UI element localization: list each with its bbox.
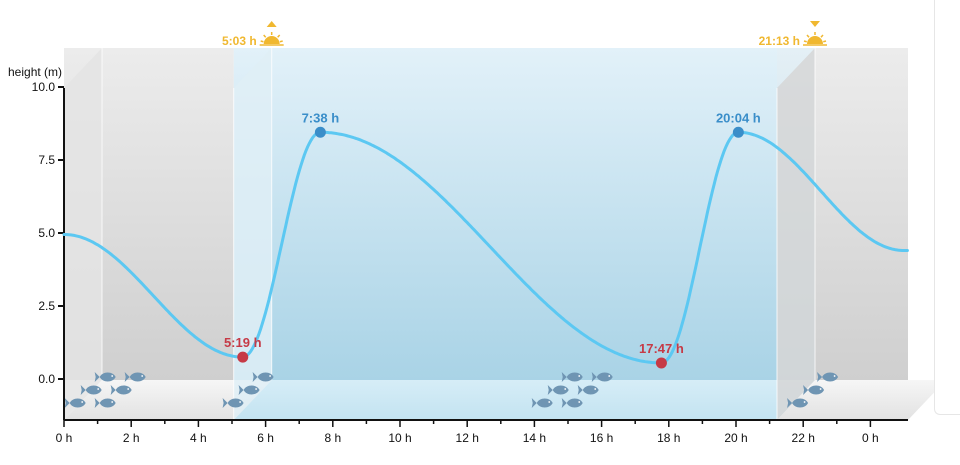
fish-cluster bbox=[64, 372, 146, 408]
x-tick-label: 6 h bbox=[257, 431, 274, 445]
fish-icon bbox=[787, 398, 809, 408]
sunset-wall bbox=[776, 48, 815, 420]
sunrise-wall bbox=[233, 48, 272, 420]
sun-icon bbox=[263, 36, 280, 44]
fish-icon bbox=[110, 385, 132, 395]
fish-icon bbox=[561, 398, 583, 408]
fish-activity bbox=[64, 372, 839, 408]
tide-curve bbox=[62, 130, 909, 365]
fish-icon bbox=[547, 385, 569, 395]
tide-high-marker bbox=[732, 126, 744, 138]
fish-icon bbox=[222, 398, 244, 408]
x-tick-label: 12 h bbox=[456, 431, 479, 445]
fish-icon bbox=[531, 398, 553, 408]
fish-icon bbox=[561, 372, 583, 382]
fish-icon bbox=[803, 385, 825, 395]
fish-icon bbox=[94, 398, 116, 408]
tide-low-point: 5:19 h bbox=[224, 335, 262, 363]
sunset-label: 21:13 h bbox=[759, 34, 800, 48]
x-tick-label: 14 h bbox=[523, 431, 546, 445]
fish-icon bbox=[94, 372, 116, 382]
tide-low-marker bbox=[655, 357, 667, 369]
tide-low-point: 17:47 h bbox=[639, 341, 684, 369]
x-tick-label: 20 h bbox=[724, 431, 747, 445]
sunrise-label: 5:03 h bbox=[222, 34, 257, 48]
left-wall bbox=[64, 48, 102, 420]
arrow-up-icon bbox=[266, 21, 277, 27]
x-tick-label: 0 h bbox=[56, 431, 73, 445]
tide-low-marker bbox=[237, 351, 249, 363]
y-tick-label: 0.0 bbox=[38, 372, 55, 386]
y-tick-label: 7.5 bbox=[38, 153, 55, 167]
tide-high-marker bbox=[314, 126, 326, 138]
sun-icon bbox=[806, 36, 823, 44]
x-tick-label: 10 h bbox=[388, 431, 411, 445]
fish-cluster bbox=[222, 372, 274, 408]
tide-low-label: 5:19 h bbox=[224, 335, 262, 350]
x-tick-label: 2 h bbox=[123, 431, 140, 445]
y-tick-label: 2.5 bbox=[38, 299, 55, 313]
y-axis-title: height (m) bbox=[8, 65, 62, 79]
side-panel bbox=[934, 0, 960, 415]
axes: height (m)10.0 7.5 5.0 2.5 0.0 0 h 2 h 4 h 6 h 8 … bbox=[8, 65, 908, 445]
y-tick-label: 5.0 bbox=[38, 226, 55, 240]
tide-line bbox=[62, 130, 909, 365]
arrow-down-icon bbox=[809, 21, 820, 27]
x-tick-label: 16 h bbox=[590, 431, 613, 445]
y-tick-label: 10.0 bbox=[32, 80, 56, 94]
night-back-morning bbox=[102, 48, 234, 380]
fish-cluster bbox=[787, 372, 839, 408]
fish-icon bbox=[817, 372, 839, 382]
fish-icon bbox=[124, 372, 146, 382]
fish-icon bbox=[80, 385, 102, 395]
fish-icon bbox=[252, 372, 274, 382]
sun-markers: 5:03 h 21:13 h bbox=[222, 21, 827, 48]
day-band-floor bbox=[233, 380, 815, 420]
tide-high-label: 7:38 h bbox=[302, 110, 340, 125]
x-tick-label: 22 h bbox=[792, 431, 815, 445]
night-back-evening bbox=[814, 48, 908, 380]
x-tick-label: 8 h bbox=[324, 431, 341, 445]
fish-icon bbox=[591, 372, 613, 382]
day-back bbox=[271, 48, 815, 380]
tide-high-point: 20:04 h bbox=[716, 110, 761, 138]
fish-cluster bbox=[531, 372, 613, 408]
x-tick-label: 4 h bbox=[190, 431, 207, 445]
fish-icon bbox=[238, 385, 260, 395]
day-night-bands bbox=[63, 48, 946, 420]
sunset: 21:13 h bbox=[759, 21, 827, 48]
x-tick-label: 0 h bbox=[862, 431, 879, 445]
sunrise: 5:03 h bbox=[222, 21, 284, 48]
x-tick-label: 18 h bbox=[657, 431, 680, 445]
fish-icon bbox=[64, 398, 86, 408]
tide-low-label: 17:47 h bbox=[639, 341, 684, 356]
fish-icon bbox=[577, 385, 599, 395]
tide-high-point: 7:38 h bbox=[302, 110, 340, 138]
tide-high-label: 20:04 h bbox=[716, 110, 761, 125]
tide-markers: 5:19 h 7:38 h 17:47 h 20:04 h bbox=[224, 110, 761, 369]
